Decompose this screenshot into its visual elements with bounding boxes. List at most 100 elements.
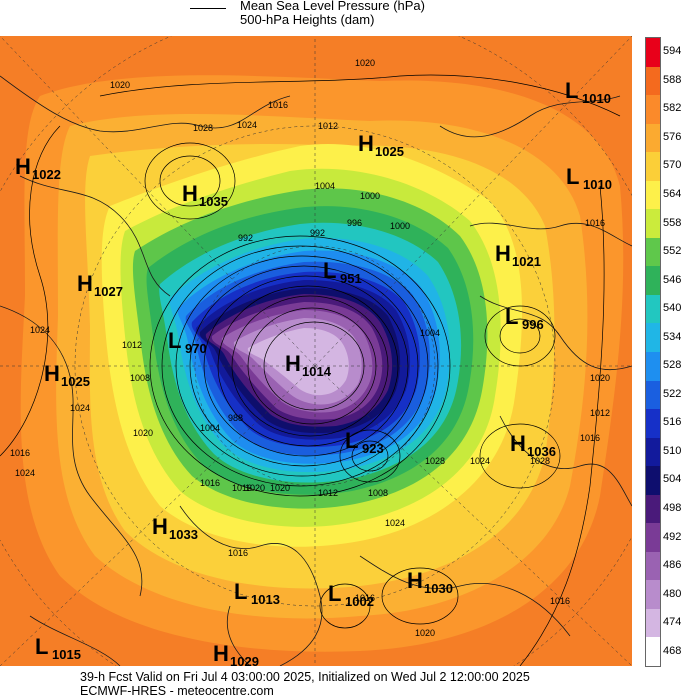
isobar-label: 1016 [355, 593, 375, 603]
pressure-center-letter: H [15, 154, 31, 179]
pressure-center-letter: L [35, 634, 48, 659]
isobar-label: 1020 [590, 373, 610, 383]
isobar-label: 1024 [237, 120, 257, 130]
pressure-center-value: 1030 [424, 581, 453, 596]
colorbar-swatch [646, 608, 660, 638]
colorbar-swatch [646, 66, 660, 96]
colorbar-label: 516 [663, 416, 681, 429]
isobar-label: 1016 [200, 478, 220, 488]
pressure-center-value: 1036 [527, 444, 556, 459]
colorbar-label: 510 [663, 444, 681, 457]
isobar-label: 1024 [70, 403, 90, 413]
pressure-center-letter: H [152, 514, 168, 539]
isobar-label: 1020 [245, 483, 265, 493]
isobar-label: 1020 [110, 80, 130, 90]
isobar-label: 1000 [360, 191, 380, 201]
pressure-center-value: 951 [340, 271, 362, 286]
pressure-center-value: 1015 [52, 647, 81, 662]
pressure-center-letter: L [234, 579, 247, 604]
colorbar-label: 576 [663, 130, 681, 143]
isobar-label: 1028 [530, 456, 550, 466]
isobar-label: 996 [347, 218, 362, 228]
isobar-label: 992 [310, 228, 325, 238]
colorbar-swatch [646, 237, 660, 267]
colorbar-label: 486 [663, 559, 681, 572]
isobar-label: 1020 [270, 483, 290, 493]
isobar-label: 1028 [193, 123, 213, 133]
colorbar-swatch [646, 95, 660, 125]
pressure-center-value: 1035 [199, 194, 228, 209]
isobar-label: 1016 [228, 548, 248, 558]
colorbar-swatch [646, 437, 660, 467]
legend-mslp-label: Mean Sea Level Pressure (hPa) [240, 0, 425, 13]
legend-heights-label: 500-hPa Heights (dam) [240, 12, 375, 27]
isobar-label: 1012 [122, 340, 142, 350]
colorbar-label: 558 [663, 216, 681, 229]
pressure-center-value: 1025 [375, 144, 404, 159]
colorbar-swatch [646, 466, 660, 496]
isobar-label: 1000 [390, 221, 410, 231]
pressure-center-value: 970 [185, 341, 207, 356]
pressure-center-value: 1014 [302, 364, 332, 379]
colorbar-swatch [646, 209, 660, 239]
pressure-center-value: 996 [522, 317, 544, 332]
pressure-center-value: 1029 [230, 654, 259, 666]
pressure-center-value: 1033 [169, 527, 198, 542]
height-contours [0, 74, 621, 666]
pressure-center-letter: L [565, 78, 578, 103]
isobar-label: 1024 [15, 468, 35, 478]
colorbar-label: 468 [663, 644, 681, 657]
colorbar-label: 552 [663, 245, 681, 258]
pressure-center-letter: H [77, 271, 93, 296]
pressure-center-value: 1025 [61, 374, 90, 389]
colorbar-label: 522 [663, 387, 681, 400]
isobar-label: 1004 [315, 181, 335, 191]
isobar-label: 1016 [10, 448, 30, 458]
colorbar-swatch [646, 323, 660, 353]
isobar-label: 1016 [550, 596, 570, 606]
colorbar-label: 480 [663, 587, 681, 600]
isobar-label: 1020 [415, 628, 435, 638]
model-source-text: ECMWF-HRES - meteocentre.com [80, 684, 274, 698]
colorbar-label: 528 [663, 359, 681, 372]
forecast-valid-text: 39-h Fcst Valid on Fri Jul 4 03:00:00 20… [80, 670, 530, 684]
pressure-center-value: 1002 [345, 594, 374, 609]
colorbar-swatch [646, 551, 660, 581]
isobar-label: 1016 [232, 483, 252, 493]
isobar-label: 1020 [355, 58, 375, 68]
pressure-center-value: 923 [362, 441, 384, 456]
pressure-center-letter: H [44, 361, 60, 386]
pressure-center-value: 1010 [583, 177, 612, 192]
pressure-center-letter: L [505, 304, 518, 329]
pressure-center-letter: H [358, 131, 374, 156]
pressure-center-value: 1021 [512, 254, 541, 269]
colorbar-swatch [646, 352, 660, 382]
isobar-label: 1008 [130, 373, 150, 383]
colorbar-label: 546 [663, 273, 681, 286]
isobar-label: 1024 [470, 456, 490, 466]
isobar-label: 1008 [368, 488, 388, 498]
colorbar-swatch [646, 152, 660, 182]
isobar-label: 1028 [425, 456, 445, 466]
pressure-center-letter: H [285, 351, 301, 376]
isobar-label: 1004 [420, 328, 440, 338]
colorbar-label: 504 [663, 473, 681, 486]
pressure-center-letter: L [566, 164, 579, 189]
isobar-label: 1012 [590, 408, 610, 418]
pressure-center-letter: L [323, 258, 336, 283]
colorbar-label: 540 [663, 302, 681, 315]
colorbar-swatch [646, 266, 660, 296]
isobar-label: 1012 [318, 121, 338, 131]
pressure-center-letter: H [495, 241, 511, 266]
pressure-center-value: 1027 [94, 284, 123, 299]
colorbar-swatch [646, 38, 660, 68]
colorbar-label: 498 [663, 502, 681, 514]
pressure-center-value: 1022 [32, 167, 61, 182]
isobar-label: 1016 [585, 218, 605, 228]
colorbar-label: 570 [663, 159, 681, 172]
colorbar [645, 37, 661, 667]
coastlines [0, 75, 632, 666]
